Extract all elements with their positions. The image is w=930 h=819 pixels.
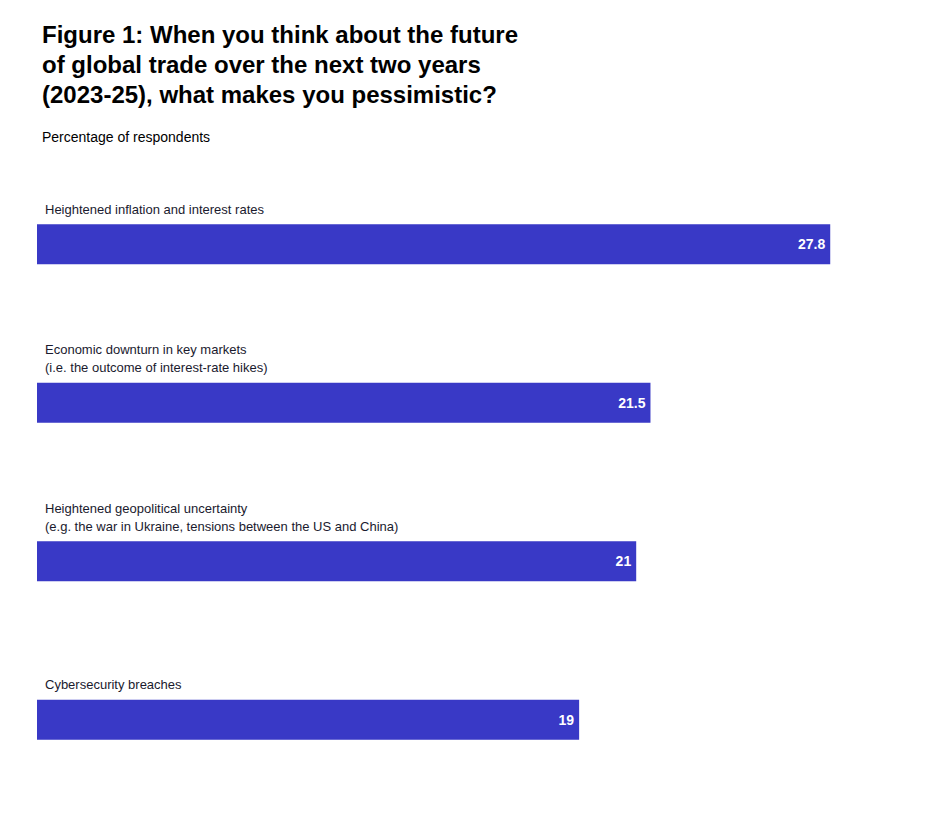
- svg-text:19: 19: [559, 712, 575, 728]
- svg-text:Cybersecurity breaches: Cybersecurity breaches: [45, 677, 182, 692]
- svg-text:27.8: 27.8: [798, 236, 825, 252]
- svg-text:(2023-25), what makes you pess: (2023-25), what makes you pessimistic?: [42, 81, 497, 108]
- svg-text:(i.e. the outcome of interest-: (i.e. the outcome of interest-rate hikes…: [45, 360, 268, 375]
- svg-text:21: 21: [616, 553, 632, 569]
- svg-text:Percentage of respondents: Percentage of respondents: [42, 129, 210, 145]
- svg-text:Heightened geopolitical uncert: Heightened geopolitical uncertainty: [45, 501, 248, 516]
- svg-text:Heightened inflation and inter: Heightened inflation and interest rates: [45, 202, 264, 217]
- svg-text:21.5: 21.5: [618, 395, 645, 411]
- svg-text:Economic downturn in key marke: Economic downturn in key markets: [45, 342, 247, 357]
- svg-text:(e.g. the war in Ukraine, tens: (e.g. the war in Ukraine, tensions betwe…: [45, 519, 398, 534]
- svg-text:Figure 1: When you think about: Figure 1: When you think about the futur…: [42, 21, 518, 48]
- svg-text:of global trade over the next: of global trade over the next two years: [42, 51, 481, 78]
